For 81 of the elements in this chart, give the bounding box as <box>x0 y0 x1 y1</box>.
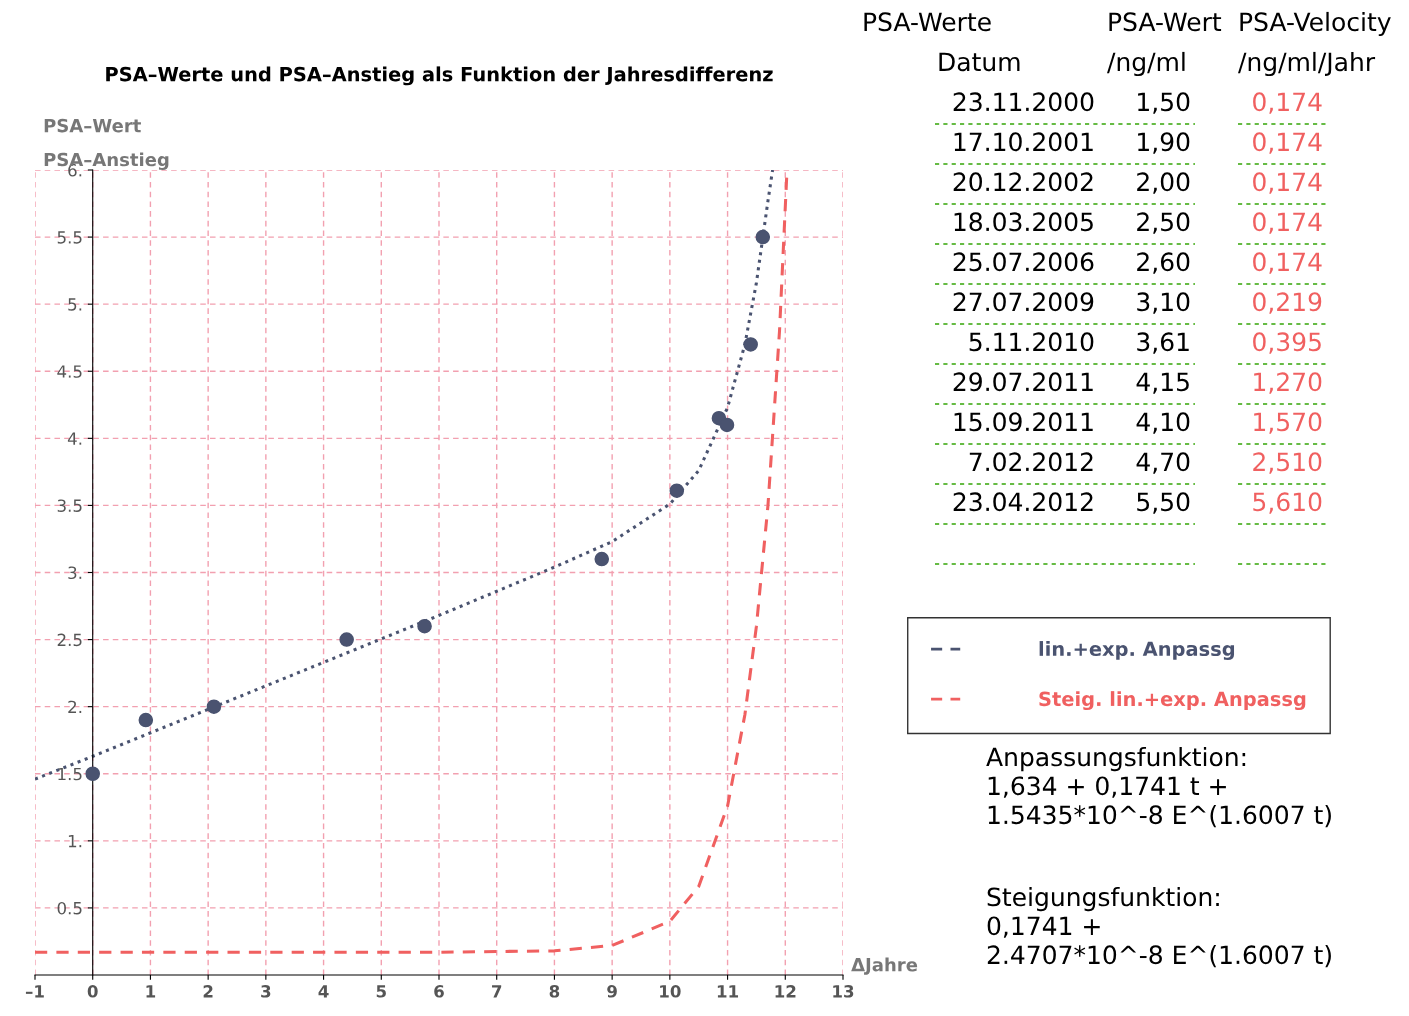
text: 15.09.2011 <box>954 412 1093 432</box>
text: 0,174 <box>1253 132 1322 154</box>
text: /ng/ml <box>1107 51 1185 77</box>
point <box>417 618 432 634</box>
x-tick-label: 0 <box>87 985 98 998</box>
text: Datum <box>939 52 1020 72</box>
text: 0,174 <box>1253 92 1322 114</box>
x-tick-label: 7 <box>492 985 502 998</box>
point <box>85 766 100 782</box>
text: PSA-Velocity <box>1240 11 1391 37</box>
text: 27.07.2009 <box>953 292 1094 312</box>
x-tick-label: 10 <box>660 985 681 998</box>
text: 7.02.2012 <box>969 452 1093 472</box>
text: 0,174 <box>1253 172 1322 194</box>
text: 3,61 <box>1137 332 1189 354</box>
text: 1,570 <box>1254 412 1322 434</box>
y-tick-label: 2.5 <box>57 633 82 647</box>
text: 5,50 <box>1137 492 1190 514</box>
text: 1,50 <box>1138 92 1190 114</box>
text: 2,60 <box>1137 252 1190 274</box>
x-tick-label: 5 <box>376 985 386 998</box>
y-tick-label: 1. <box>68 835 82 848</box>
text: PSA-Werte <box>864 12 991 32</box>
text: 25.07.2006 <box>953 252 1094 272</box>
text: PSA-Wert <box>1109 12 1222 32</box>
point <box>206 699 222 714</box>
y-tick-label: 5.5 <box>57 231 82 244</box>
x-tick-label: 4 <box>318 985 329 998</box>
y-tick-label: 3.5 <box>57 499 82 512</box>
text: 20.12.2002 <box>953 172 1093 192</box>
text: Anpassungsfunktion: 1,634 + 0,1741 t + 1.5435*10^-8 E^(1.6007 t) <box>986 747 1331 828</box>
point <box>743 337 758 352</box>
point <box>755 229 771 245</box>
x-tick-label: 13 <box>833 985 854 998</box>
x-tick-label: 1 <box>146 985 156 998</box>
text: 0,219 <box>1253 292 1322 314</box>
text: Steigungsfunktion: 0,1741 + 2.4707*10^-8 E^(1.6007 t) <box>987 887 1331 968</box>
text: 0,395 <box>1253 332 1321 354</box>
text: 4,15 <box>1136 372 1189 394</box>
text: 3,10 <box>1137 292 1190 314</box>
x-tick-label: –1 <box>25 985 44 998</box>
x-tick-label: 11 <box>717 985 739 998</box>
text: 23.11.2000 <box>953 92 1094 112</box>
x-tick-label: 12 <box>775 985 796 998</box>
text: 4,70 <box>1136 452 1190 474</box>
x-tick-label: 8 <box>549 985 560 998</box>
y-tick-label: 2. <box>68 700 82 713</box>
point <box>669 483 685 498</box>
y-tick-label: 1.5 <box>58 767 82 781</box>
text: Steig. lin.+exp. Anpassg <box>1039 691 1306 711</box>
x-tick-label: 2 <box>203 985 213 998</box>
y-tick-label: 0.5 <box>57 901 82 915</box>
x-tick-label: 3 <box>261 985 271 998</box>
y-tick-label: 3. <box>68 566 82 580</box>
text: 23.04.2012 <box>953 492 1093 512</box>
text: 5,610 <box>1253 492 1322 514</box>
point <box>594 551 610 567</box>
text: 18.03.2005 <box>954 212 1093 232</box>
x-tick-label: 9 <box>607 985 617 998</box>
text: /ng/ml/Jahr <box>1238 51 1376 77</box>
text: 29.07.2011 <box>953 372 1093 392</box>
text: 2,510 <box>1253 452 1322 474</box>
x-tick-label: 6 <box>434 985 444 998</box>
point <box>138 712 154 728</box>
text: 4,10 <box>1136 412 1190 434</box>
x-axis-title: ΔJahre <box>851 957 918 975</box>
chart-title: PSA–Werte und PSA–Anstieg als Funktion der Jahresdifferenz <box>106 66 773 86</box>
y-tick-label: 4. <box>67 432 82 445</box>
text: 1,90 <box>1138 132 1190 154</box>
y-tick-label: 5. <box>68 298 82 311</box>
text: 0,174 <box>1253 212 1322 234</box>
text: 17.10.2001 <box>954 132 1093 152</box>
text: lin.+exp. Anpassg <box>1039 641 1235 661</box>
y-tick-label: 4.5 <box>57 365 82 378</box>
text: 2,00 <box>1137 172 1190 194</box>
point <box>339 632 354 647</box>
point <box>719 417 735 433</box>
text: 1,270 <box>1254 372 1322 394</box>
text: 0,174 <box>1253 252 1322 274</box>
text: 2,50 <box>1137 212 1190 234</box>
text: 5.11.2010 <box>969 332 1094 352</box>
